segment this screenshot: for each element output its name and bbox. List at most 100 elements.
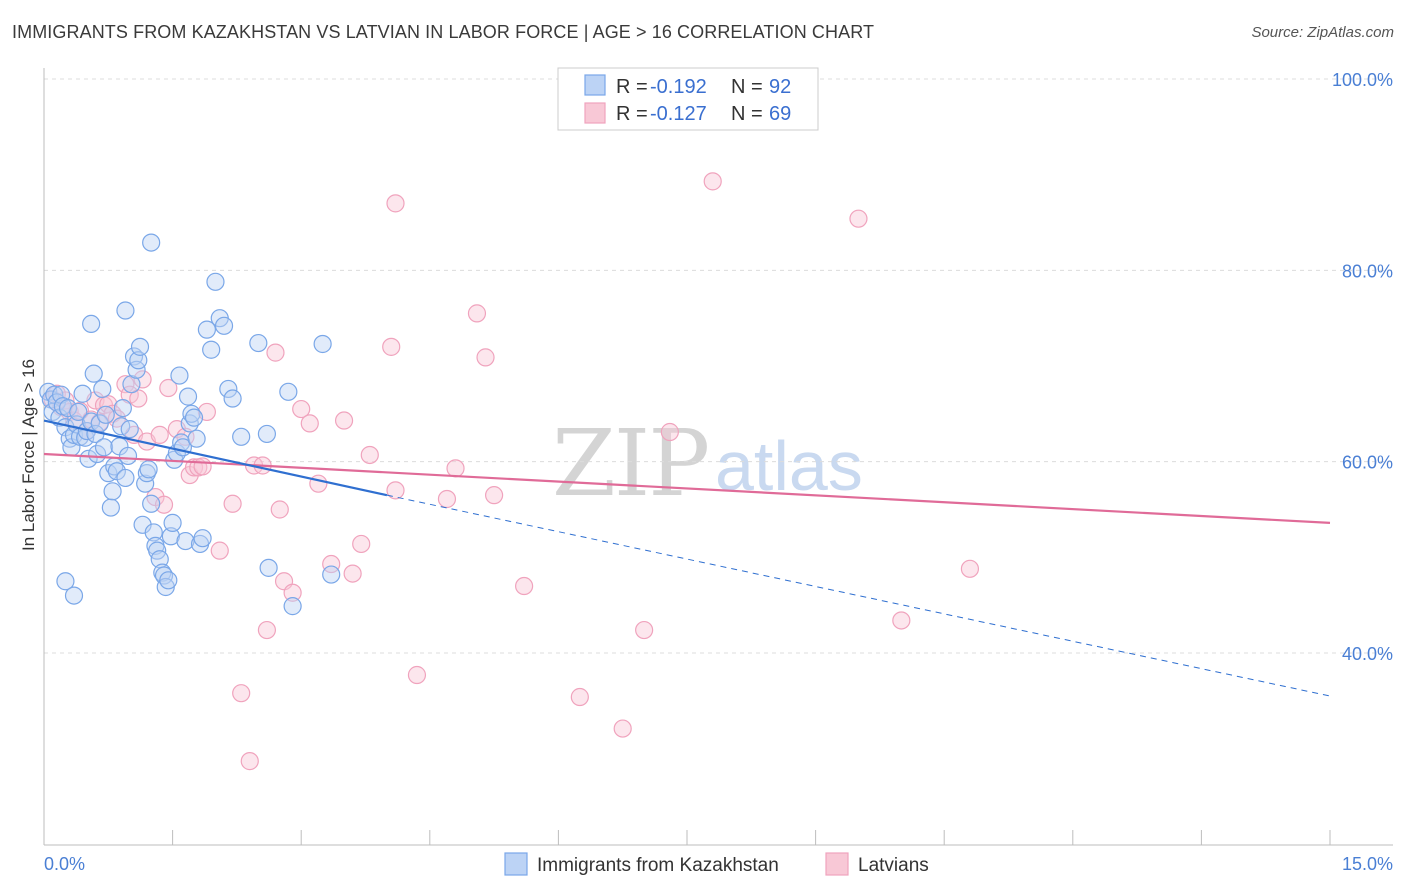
kazakhstan-point bbox=[184, 408, 204, 427]
y-tick-labels: 40.0% 60.0% 80.0% 100.0% bbox=[1332, 70, 1393, 664]
kazakhstan-point bbox=[116, 468, 135, 488]
latvians-point bbox=[309, 474, 328, 493]
kazakhstan-point bbox=[130, 337, 150, 356]
kazakhstan-point bbox=[257, 424, 277, 444]
kazakhstan-point bbox=[73, 384, 92, 403]
latvians-point bbox=[150, 425, 169, 444]
legend-swatch-kazakhstan bbox=[584, 74, 606, 96]
latvians-point bbox=[322, 554, 341, 574]
y-tick-label: 60.0% bbox=[1342, 453, 1393, 473]
kazakhstan-point bbox=[122, 375, 141, 394]
latvians-points bbox=[43, 172, 980, 771]
latvians-point bbox=[613, 719, 632, 738]
kazakhstan-point bbox=[313, 334, 332, 354]
latvians-point bbox=[437, 489, 457, 509]
kazakhstan-point bbox=[116, 301, 135, 320]
legend-r-label-1: R = bbox=[616, 76, 648, 98]
kazakhstan-point bbox=[84, 364, 103, 383]
y-tick-label: 40.0% bbox=[1342, 644, 1393, 664]
latvians-point bbox=[159, 378, 178, 398]
kazakhstan-point bbox=[193, 529, 212, 548]
kazakhstan-point bbox=[159, 571, 178, 590]
latvians-point bbox=[266, 343, 285, 362]
kazakhstan-point bbox=[142, 494, 161, 513]
latvians-point bbox=[193, 457, 212, 476]
kazakhstan-point bbox=[88, 444, 107, 464]
latvians-point bbox=[300, 414, 319, 433]
kazakhstan-point bbox=[101, 498, 120, 517]
kazakhstan-point bbox=[120, 420, 139, 439]
latvians-point bbox=[270, 500, 289, 519]
source-credit: Source: ZipAtlas.com bbox=[1251, 24, 1394, 41]
kazakhstan-point bbox=[197, 320, 216, 339]
kazakhstan-point bbox=[129, 351, 148, 370]
latvians-point bbox=[660, 422, 679, 442]
legend-n-label-1: N = bbox=[731, 76, 763, 98]
kazakhstan-trend-line bbox=[43, 419, 388, 497]
kazakhstan-point bbox=[96, 405, 115, 424]
latvians-point bbox=[133, 370, 152, 389]
kazakhstan-point bbox=[56, 572, 75, 591]
kazakhstan-point bbox=[103, 482, 122, 501]
latvians-point bbox=[154, 495, 174, 514]
latvians-point bbox=[382, 337, 401, 356]
latvians-point bbox=[892, 611, 911, 630]
kazakhstan-point bbox=[94, 438, 114, 457]
bottom-legend-swatch-latvians bbox=[825, 852, 849, 876]
legend-swatch-latvians bbox=[584, 102, 606, 124]
kazakhstan-point bbox=[58, 398, 78, 418]
kazakhstan-point bbox=[259, 558, 278, 577]
kazakhstan-point bbox=[170, 366, 189, 385]
kazakhstan-point bbox=[232, 427, 251, 446]
kazakhstan-point bbox=[283, 597, 302, 616]
kazakhstan-point bbox=[219, 379, 238, 399]
latvians-point bbox=[257, 620, 277, 640]
gridlines bbox=[44, 78, 1393, 654]
kazakhstan-point bbox=[161, 527, 180, 546]
latvians-point bbox=[283, 583, 302, 602]
kazakhstan-point bbox=[118, 446, 138, 466]
latvians-point bbox=[446, 459, 465, 478]
legend-n-label-2: N = bbox=[731, 103, 763, 125]
latvians-point bbox=[515, 576, 534, 596]
y-axis-label: In Labor Force | Age > 16 bbox=[19, 359, 38, 551]
kazakhstan-point bbox=[64, 586, 84, 605]
legend-r-value-1: -0.192 bbox=[650, 76, 707, 98]
legend-n-value-1: 92 bbox=[769, 76, 791, 98]
x-tick-label-min: 0.0% bbox=[44, 854, 85, 874]
latvians-point bbox=[240, 752, 259, 771]
legend-r-value-2: -0.127 bbox=[650, 103, 707, 125]
kazakhstan-point bbox=[206, 272, 225, 291]
kazakhstan-trend-extension bbox=[386, 494, 1331, 697]
kazakhstan-points bbox=[39, 233, 341, 616]
latvians-point bbox=[635, 620, 654, 640]
kazakhstan-point bbox=[202, 340, 221, 359]
kazakhstan-point bbox=[139, 460, 158, 479]
kazakhstan-point bbox=[187, 429, 206, 448]
latvians-point bbox=[223, 494, 242, 513]
legend-n-value-2: 69 bbox=[769, 103, 791, 125]
latvians-point bbox=[849, 209, 868, 228]
latvians-trend-line bbox=[43, 452, 1331, 524]
kazakhstan-point bbox=[178, 387, 198, 406]
chart-title: IMMIGRANTS FROM KAZAKHSTAN VS LATVIAN IN… bbox=[12, 22, 875, 42]
latvians-point bbox=[703, 172, 722, 191]
latvians-point bbox=[485, 486, 504, 505]
kazakhstan-point bbox=[163, 513, 182, 532]
latvians-point bbox=[386, 194, 405, 213]
latvians-point bbox=[360, 445, 379, 465]
latvians-point bbox=[232, 684, 251, 703]
latvians-point bbox=[960, 559, 980, 578]
latvians-point bbox=[343, 564, 362, 583]
kazakhstan-point bbox=[142, 233, 161, 252]
kazakhstan-point bbox=[176, 531, 195, 551]
kazakhstan-point bbox=[79, 449, 98, 468]
kazakhstan-point bbox=[214, 316, 234, 335]
bottom-legend-label-latvians: Latvians bbox=[858, 855, 929, 876]
latvians-point bbox=[334, 411, 354, 430]
x-tick-label-max: 15.0% bbox=[1342, 854, 1393, 874]
kazakhstan-point bbox=[113, 398, 132, 418]
trend-lines bbox=[43, 419, 1331, 697]
stats-legend: R = -0.192 N = 92 R = -0.127 N = 69 bbox=[557, 67, 819, 131]
